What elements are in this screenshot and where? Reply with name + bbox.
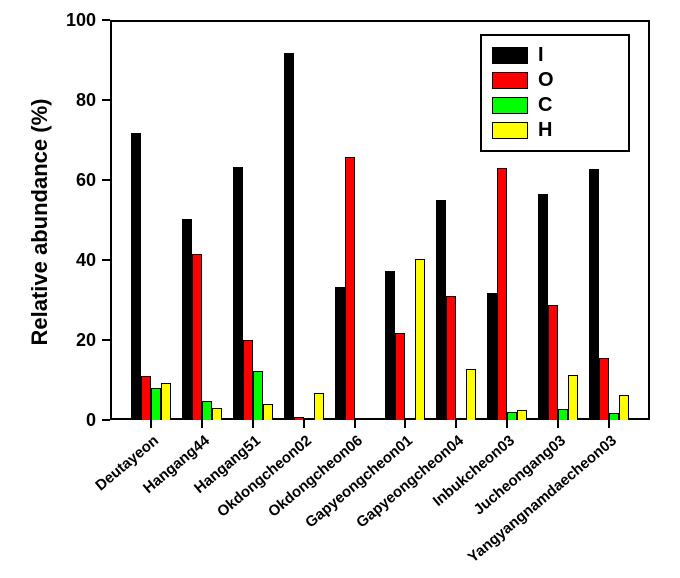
legend-swatch bbox=[492, 122, 528, 139]
y-tick-label: 40 bbox=[52, 250, 96, 271]
x-tick-mark bbox=[252, 420, 254, 428]
bar bbox=[619, 395, 629, 420]
bar bbox=[456, 419, 466, 420]
bar bbox=[436, 200, 446, 420]
bar bbox=[365, 419, 375, 420]
legend-label: H bbox=[538, 119, 552, 142]
x-tick-mark bbox=[150, 420, 152, 428]
bar bbox=[497, 168, 507, 420]
bar bbox=[294, 417, 304, 420]
y-tick-mark bbox=[102, 259, 110, 261]
y-tick-mark bbox=[102, 419, 110, 421]
bar bbox=[212, 408, 222, 420]
bar bbox=[405, 419, 415, 420]
y-tick-label: 0 bbox=[52, 410, 96, 431]
bar bbox=[466, 369, 476, 420]
x-tick-mark bbox=[303, 420, 305, 428]
chart-container: Relative abundance (%) 020406080100 Deut… bbox=[0, 0, 680, 578]
bar bbox=[517, 410, 527, 420]
x-tick-mark bbox=[557, 420, 559, 428]
legend-label: O bbox=[538, 69, 554, 92]
y-tick-label: 100 bbox=[52, 10, 96, 31]
bar bbox=[141, 376, 151, 420]
bar bbox=[385, 271, 395, 420]
bar bbox=[284, 53, 294, 420]
bar bbox=[182, 219, 192, 420]
bar bbox=[243, 340, 253, 420]
legend-item: H bbox=[492, 119, 618, 142]
bar bbox=[263, 404, 273, 420]
bar bbox=[233, 167, 243, 420]
bar bbox=[161, 383, 171, 420]
bar bbox=[335, 287, 345, 420]
bar bbox=[151, 388, 161, 420]
bar bbox=[345, 157, 355, 420]
bar bbox=[304, 419, 314, 420]
y-tick-mark bbox=[102, 179, 110, 181]
legend-swatch bbox=[492, 97, 528, 114]
bar bbox=[548, 305, 558, 420]
bar bbox=[314, 393, 324, 420]
y-tick-label: 80 bbox=[52, 90, 96, 111]
bar bbox=[415, 259, 425, 420]
x-tick-mark bbox=[201, 420, 203, 428]
x-tick-mark bbox=[608, 420, 610, 428]
legend-label: I bbox=[538, 44, 544, 67]
bar bbox=[599, 358, 609, 420]
legend-item: O bbox=[492, 69, 618, 92]
x-tick-mark bbox=[404, 420, 406, 428]
bar bbox=[192, 254, 202, 420]
legend-swatch bbox=[492, 72, 528, 89]
bar bbox=[355, 419, 365, 420]
bar bbox=[395, 333, 405, 420]
legend-label: C bbox=[538, 94, 552, 117]
y-tick-label: 60 bbox=[52, 170, 96, 191]
bar bbox=[487, 293, 497, 420]
legend-item: I bbox=[492, 44, 618, 67]
y-tick-mark bbox=[102, 19, 110, 21]
bar bbox=[253, 371, 263, 420]
x-tick-mark bbox=[455, 420, 457, 428]
bar bbox=[507, 412, 517, 420]
legend-item: C bbox=[492, 94, 618, 117]
bar bbox=[609, 413, 619, 420]
bar bbox=[589, 169, 599, 420]
bar bbox=[558, 409, 568, 420]
legend-swatch bbox=[492, 47, 528, 64]
y-axis-label: Relative abundance (%) bbox=[27, 22, 53, 422]
y-tick-mark bbox=[102, 99, 110, 101]
bar bbox=[131, 133, 141, 420]
bar bbox=[202, 401, 212, 420]
legend: IOCH bbox=[480, 34, 630, 152]
y-tick-label: 20 bbox=[52, 330, 96, 351]
bar bbox=[538, 194, 548, 420]
x-tick-mark bbox=[354, 420, 356, 428]
y-tick-mark bbox=[102, 339, 110, 341]
x-tick-mark bbox=[506, 420, 508, 428]
bar bbox=[446, 296, 456, 420]
bar bbox=[568, 375, 578, 420]
